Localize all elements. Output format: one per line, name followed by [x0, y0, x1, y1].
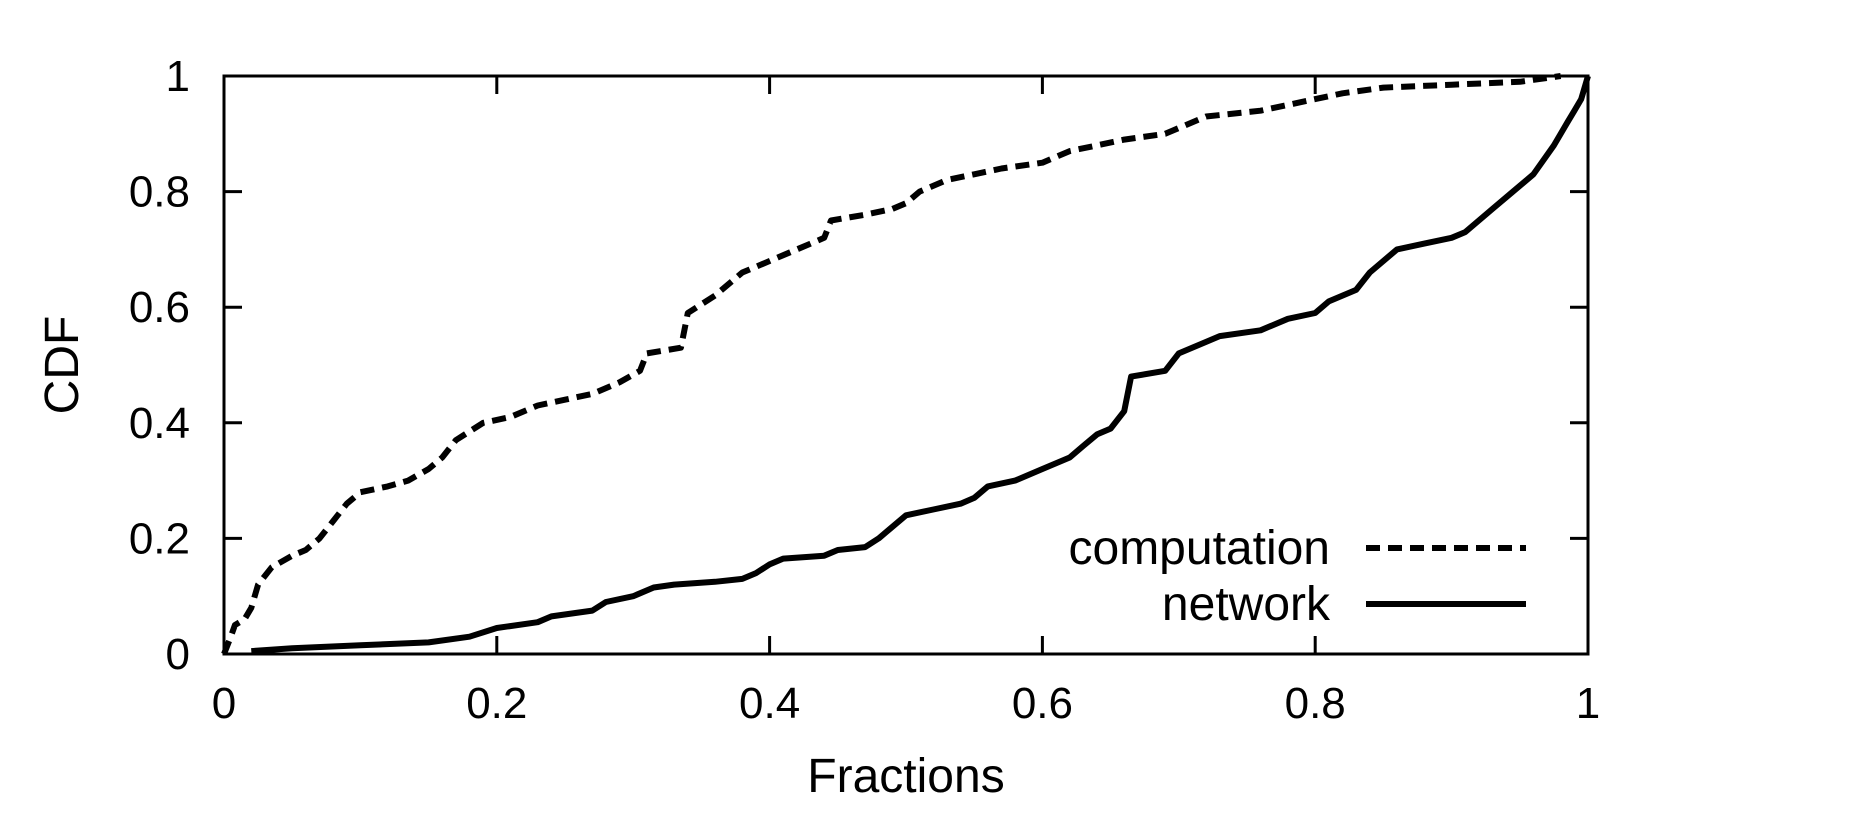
- legend-label-computation: computation: [1069, 522, 1331, 575]
- y-tick-label: 0: [166, 630, 190, 679]
- series-layer: [221, 73, 1591, 656]
- plot-area: [222, 74, 1590, 656]
- y-tick-label: 0.2: [129, 514, 190, 563]
- x-tick-label: 0.8: [1285, 679, 1346, 728]
- x-tick-label: 1: [1576, 679, 1600, 728]
- plot-frame: [222, 74, 1590, 656]
- series-line-computation: [221, 73, 1562, 656]
- x-tick-label: 0.6: [1012, 679, 1073, 728]
- y-tick-label: 1: [166, 52, 190, 101]
- legend-label-network: network: [1162, 578, 1331, 631]
- x-tick-label: 0.4: [739, 679, 800, 728]
- y-tick-label: 0.6: [129, 283, 190, 332]
- y-axis-title: CDF: [36, 316, 89, 415]
- x-tick-label: 0: [212, 679, 236, 728]
- axis-ticks: 0 0.2 0.4 0.6 0.8 1 0 0.2 0.4 0.6 0.8 1: [129, 52, 1600, 728]
- series-line-network: [251, 75, 1591, 655]
- x-tick-label: 0.2: [466, 679, 527, 728]
- y-tick-label: 0.4: [129, 399, 190, 448]
- x-axis-title: Fractions: [807, 750, 1004, 803]
- y-tick-label: 0.8: [129, 168, 190, 217]
